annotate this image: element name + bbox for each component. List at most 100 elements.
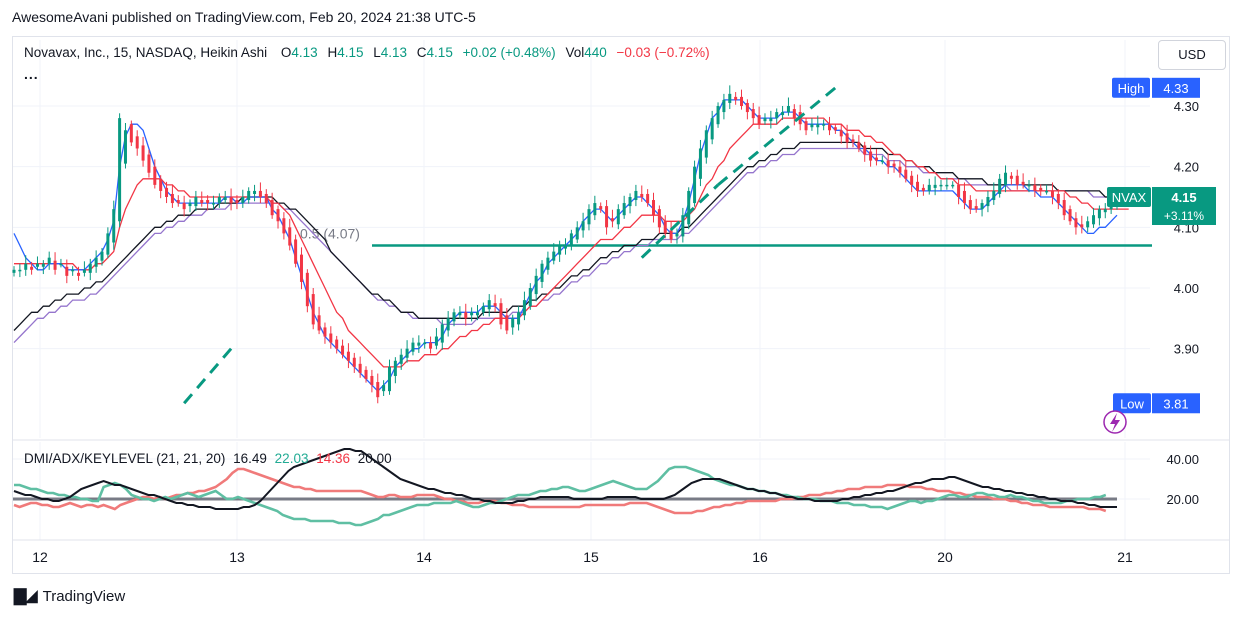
- candle-body: [646, 193, 650, 204]
- candle-body: [235, 200, 239, 204]
- candle-body: [481, 306, 485, 313]
- candle-body: [564, 245, 567, 249]
- candle-body: [1009, 175, 1013, 179]
- y-tick-label: 4.30: [1174, 99, 1199, 114]
- x-tick-label: 16: [752, 549, 768, 565]
- candle-body: [974, 206, 978, 210]
- candle-body: [165, 187, 169, 198]
- volume-change: −0.03 (−0.72%): [616, 45, 710, 60]
- candle-body: [740, 96, 744, 106]
- y-tick-label: 4.00: [1174, 281, 1199, 296]
- footer-brand[interactable]: ▇◢ TradingView: [14, 586, 125, 606]
- candle-body: [558, 245, 562, 255]
- candle-body: [599, 206, 603, 210]
- candle-body: [106, 233, 110, 255]
- open-value: 4.13: [291, 45, 318, 60]
- candle-body: [370, 375, 374, 386]
- candle-body: [118, 118, 122, 222]
- candle-body: [247, 190, 251, 201]
- candle-body: [528, 288, 532, 307]
- candle-body: [1033, 184, 1037, 191]
- candle-body: [24, 263, 28, 270]
- candle-body: [77, 272, 81, 276]
- candle-body: [1092, 215, 1096, 225]
- minus-di-value: 14.36: [316, 451, 351, 466]
- candle-body: [786, 106, 790, 113]
- y-tick-label: 3.90: [1174, 342, 1199, 357]
- candle-body: [241, 197, 245, 204]
- candle-body: [1056, 193, 1060, 204]
- adx-value: 16.49: [233, 451, 267, 466]
- candle-body: [393, 360, 397, 376]
- candle-body: [669, 230, 673, 240]
- candle-body: [1027, 184, 1031, 187]
- close-label: C: [416, 45, 427, 60]
- candle-body: [200, 200, 204, 204]
- more-options-button[interactable]: ...: [24, 66, 39, 82]
- candle-body: [775, 112, 779, 119]
- dmi-line-0: [13, 448, 1117, 510]
- candle-body: [716, 106, 720, 125]
- candle-body: [206, 200, 210, 204]
- candle-body: [998, 178, 1002, 194]
- candle-body: [734, 96, 738, 100]
- close-value: 4.15: [426, 45, 453, 60]
- candle-body: [423, 342, 427, 345]
- candle-body: [12, 269, 16, 273]
- low-value: 4.13: [380, 45, 408, 60]
- candle-body: [159, 178, 163, 191]
- candle-body: [540, 263, 544, 282]
- candle-body: [616, 209, 620, 225]
- key-level-label: 0.5 (4.07): [300, 226, 360, 242]
- candle-body: [1021, 181, 1025, 185]
- candle-body: [610, 218, 614, 222]
- candle-body: [575, 227, 579, 240]
- candle-body: [921, 187, 925, 191]
- candle-body: [88, 263, 92, 273]
- candle-body: [569, 233, 573, 246]
- ma-line-1: [14, 117, 1129, 368]
- low-marker-label: Low: [1120, 396, 1144, 411]
- candle-body: [511, 318, 515, 328]
- candle-body: [317, 315, 321, 331]
- candle-body: [464, 312, 468, 319]
- trendline: [717, 86, 837, 187]
- candle-body: [112, 209, 116, 243]
- candle-body: [886, 160, 890, 167]
- candle-body: [282, 218, 286, 234]
- candle-body: [382, 385, 386, 392]
- candle-body: [387, 366, 391, 392]
- candle-body: [986, 197, 990, 207]
- indicator-legend: DMI/ADX/KEYLEVEL (21, 21, 20) 16.49 22.0…: [24, 451, 396, 466]
- candle-body: [910, 175, 914, 185]
- candle-body: [968, 200, 972, 210]
- flash-glyph-icon: [1110, 413, 1120, 432]
- candle-body: [927, 184, 931, 191]
- candle-body: [294, 239, 298, 264]
- candle-body: [1062, 200, 1066, 216]
- candle-body: [869, 151, 873, 161]
- candle-body: [751, 109, 755, 119]
- candle-body: [470, 312, 474, 316]
- candle-body: [59, 263, 63, 266]
- candle-body: [141, 145, 145, 161]
- candle-body: [951, 184, 955, 187]
- currency-button[interactable]: USD: [1158, 40, 1226, 70]
- candle-body: [980, 203, 984, 210]
- x-tick-label: 12: [32, 549, 48, 565]
- candle-body: [517, 312, 521, 325]
- candle-body: [833, 127, 837, 131]
- candle-body: [816, 124, 820, 128]
- x-tick-label: 14: [416, 549, 432, 565]
- candle-body: [505, 315, 509, 331]
- ma-line-2: [13, 141, 1117, 331]
- candle-body: [622, 203, 626, 216]
- candle-body: [65, 266, 69, 276]
- candle-body: [1068, 209, 1072, 222]
- candle-body: [1097, 209, 1101, 219]
- candle-body: [288, 227, 292, 246]
- candle-body: [792, 109, 796, 119]
- candle-body: [188, 203, 192, 207]
- indicator-y-tick-label: 40.00: [1166, 452, 1199, 467]
